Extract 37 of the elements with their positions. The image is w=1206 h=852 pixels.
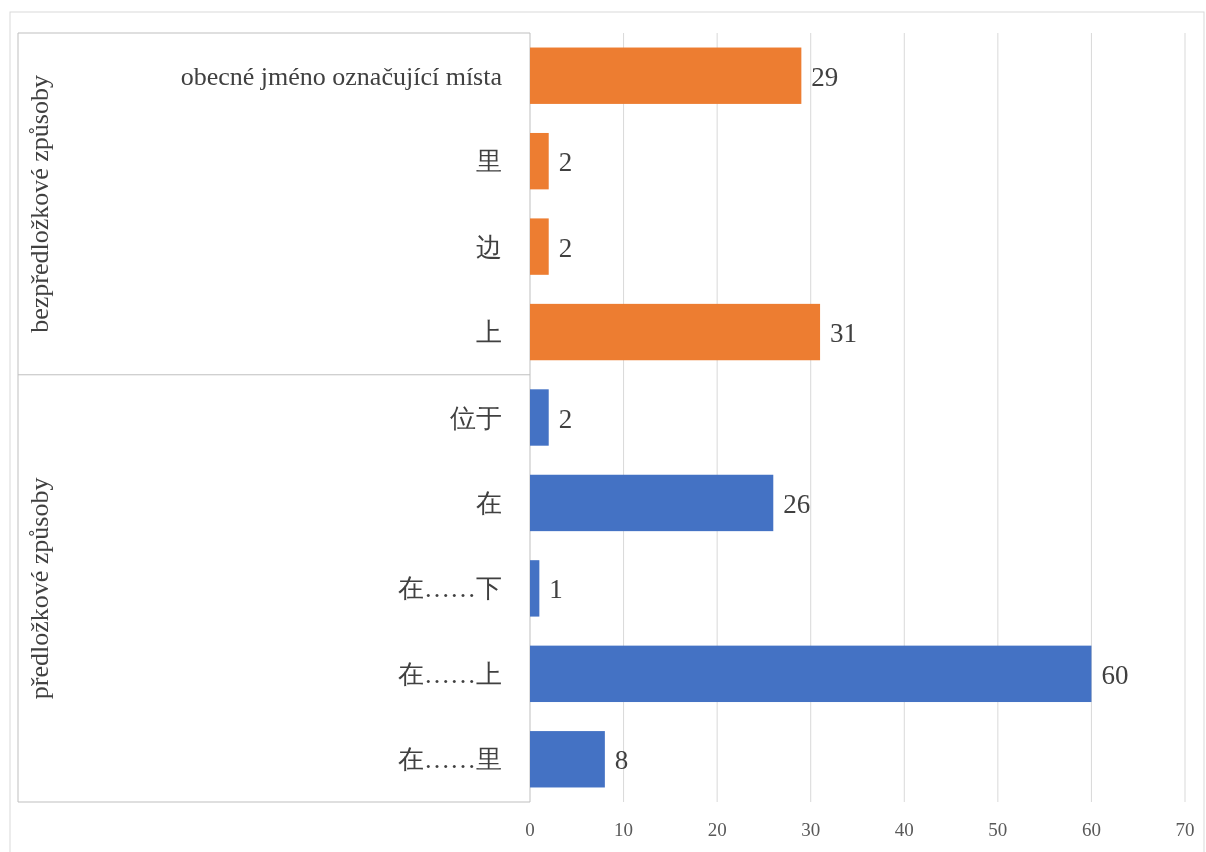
text: bezpředložkové způsoby xyxy=(25,75,55,333)
y-tick-label: 里 xyxy=(476,147,502,177)
x-tick-label: 70 xyxy=(1175,819,1195,840)
data-label: 31 xyxy=(830,318,858,349)
data-label: 26 xyxy=(783,488,811,519)
bar xyxy=(530,560,540,617)
y-tick-label: 在……里 xyxy=(398,745,502,775)
y-tick-label: 在……下 xyxy=(398,574,502,604)
bar xyxy=(530,389,549,446)
x-tick-label: 60 xyxy=(1081,819,1101,840)
text: předložkové způsoby xyxy=(25,477,55,700)
data-label: 29 xyxy=(811,61,839,92)
data-label: 8 xyxy=(614,745,629,776)
data-label: 1 xyxy=(549,574,563,605)
y-tick-label: obecné jméno označující místa xyxy=(180,61,503,91)
x-tick-label: 40 xyxy=(894,819,914,840)
data-label: 60 xyxy=(1101,659,1129,690)
bar xyxy=(530,645,1092,703)
bar xyxy=(530,731,605,788)
data-label: 2 xyxy=(558,147,573,178)
x-tick-label: 30 xyxy=(801,819,821,840)
data-label: 2 xyxy=(558,232,573,263)
data-label: 2 xyxy=(558,403,573,434)
y-tick-label: 边 xyxy=(476,232,502,262)
x-tick-label: 0 xyxy=(525,819,535,840)
x-tick-label: 20 xyxy=(707,819,727,840)
y-tick-label: 位于 xyxy=(450,403,502,433)
bar xyxy=(530,132,549,190)
x-tick-label: 10 xyxy=(614,819,634,840)
bar xyxy=(530,303,821,361)
x-tick-label: 50 xyxy=(988,819,1008,840)
y-tick-label: 上 xyxy=(476,318,502,348)
bar xyxy=(530,218,549,275)
y-tick-label: 在……上 xyxy=(398,659,502,689)
bar xyxy=(530,47,802,104)
y-tick-label: 在 xyxy=(476,488,502,518)
bar xyxy=(530,474,774,532)
